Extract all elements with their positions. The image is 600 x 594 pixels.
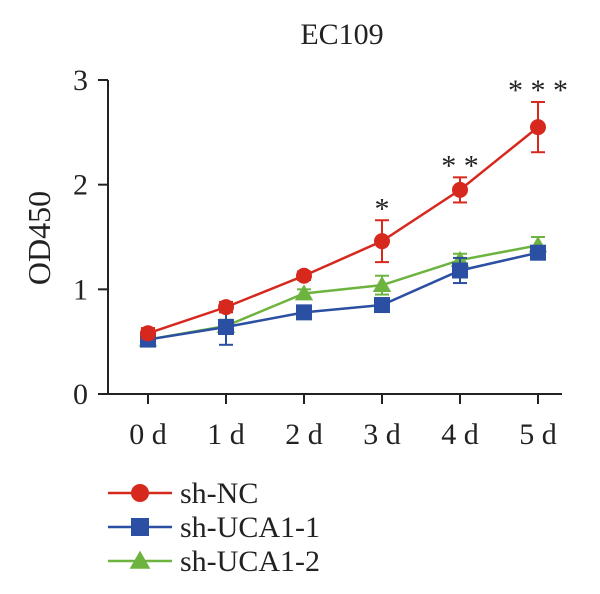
series-sh-NC <box>140 100 546 342</box>
y-tick-label: 3 <box>73 64 88 97</box>
series-layer <box>138 100 548 348</box>
legend-label: sh-NC <box>180 477 258 510</box>
data-point <box>452 262 468 279</box>
data-point <box>452 181 468 198</box>
significance-label: * * <box>441 149 479 182</box>
data-point <box>218 299 234 316</box>
legend-marker <box>131 518 149 536</box>
data-point <box>140 325 156 342</box>
y-tick-label: 1 <box>73 273 88 306</box>
x-ticks: 0 d 1 d 2 d 3 d 4 d 5 d <box>129 394 557 451</box>
data-point <box>530 119 546 136</box>
series-line <box>147 126 539 335</box>
chart-title: EC109 <box>300 18 383 51</box>
series-sh-UCA1-1 <box>140 244 546 348</box>
y-axis-label: OD450 <box>21 191 57 285</box>
data-point <box>218 319 234 336</box>
data-point <box>296 267 312 284</box>
significance-label: * <box>375 192 390 225</box>
x-tick-label: 5 d <box>519 418 557 451</box>
significance-label: * * * <box>508 74 568 107</box>
data-point <box>374 297 390 314</box>
series-line <box>147 251 539 341</box>
legend-marker <box>131 484 149 502</box>
y-tick-label: 2 <box>73 169 88 202</box>
y-ticks: 0 1 2 3 <box>73 64 108 411</box>
x-tick-label: 4 d <box>441 418 479 451</box>
x-tick-label: 1 d <box>207 418 245 451</box>
x-tick-label: 0 d <box>129 418 167 451</box>
legend-label: sh-UCA1-2 <box>180 545 320 578</box>
x-tick-label: 3 d <box>363 418 401 451</box>
data-point <box>296 304 312 321</box>
data-point <box>374 233 390 250</box>
legend-item: sh-UCA1-2 <box>108 545 320 578</box>
data-point <box>294 284 314 301</box>
legend-item: sh-UCA1-1 <box>108 511 320 544</box>
legend-item: sh-NC <box>108 477 258 510</box>
significance-annotations: * * * * * * <box>375 74 569 225</box>
legend-label: sh-UCA1-1 <box>180 511 320 544</box>
x-tick-label: 2 d <box>285 418 323 451</box>
legend-marker <box>129 550 151 569</box>
y-tick-label: 0 <box>73 378 88 411</box>
data-point <box>372 275 392 293</box>
data-point <box>530 244 546 261</box>
